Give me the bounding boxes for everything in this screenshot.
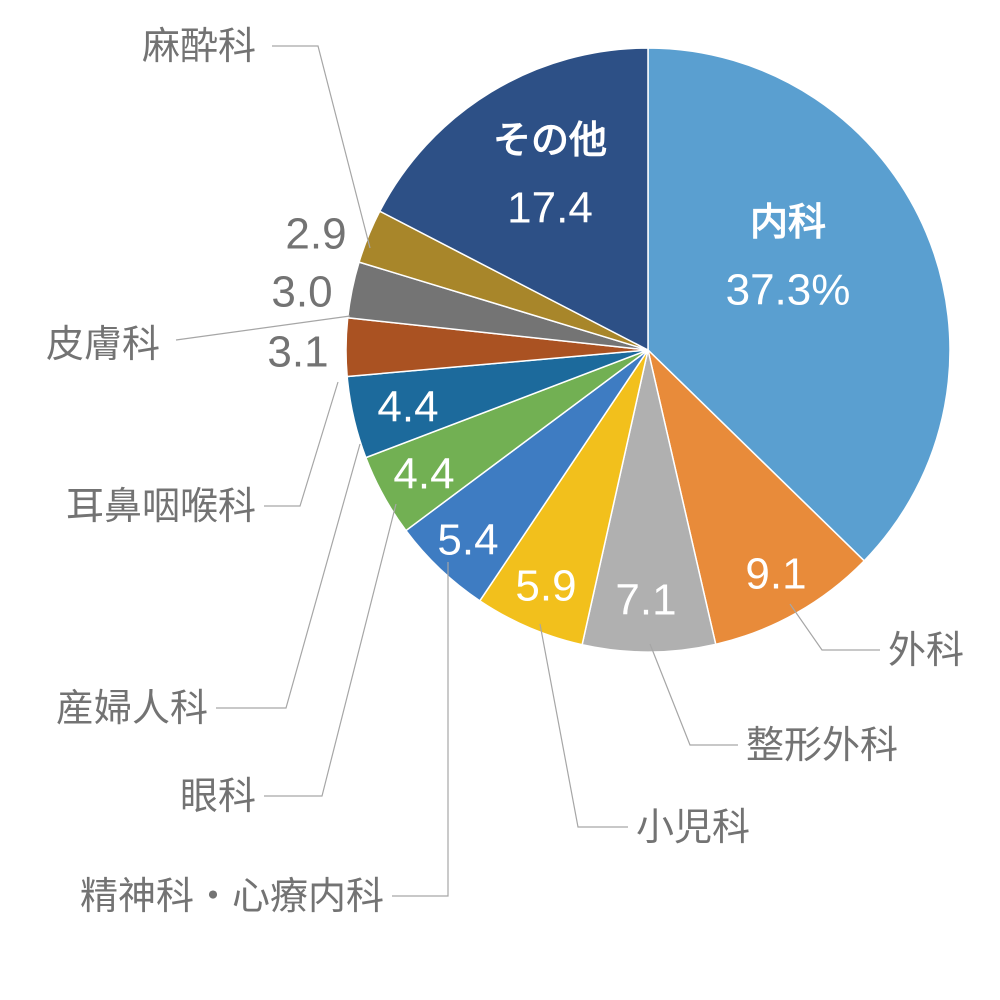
slice-1-leader-line <box>789 603 880 651</box>
slice-7-category-label: 耳鼻咽喉科 <box>66 484 256 528</box>
pie-labels: 内科 37.3% 9.1 外科 7.1 整形外科 5.9 小児科 5.4 精神科・心療内科 4.4 眼… <box>46 24 964 918</box>
slice-2-value-label: 7.1 <box>615 576 676 625</box>
slice-9-category-label: 麻酔科 <box>142 24 256 68</box>
slice-10-wedge <box>378 47 649 352</box>
slice-1-category-label: 外科 <box>888 628 964 672</box>
slice-10-category-label: その他 <box>493 118 607 162</box>
slice-2-leader-line <box>649 643 738 746</box>
slice-0-wedge <box>647 47 951 562</box>
slice-5-category-label: 眼科 <box>180 774 256 818</box>
slice-7-value-label: 3.1 <box>267 328 328 377</box>
slice-0-value-label: 37.3% <box>726 266 851 315</box>
leader-lines <box>175 45 880 897</box>
slice-6-value-label: 4.4 <box>377 383 438 432</box>
slice-10-value-label: 17.4 <box>507 184 593 233</box>
slice-2-category-label: 整形外科 <box>746 723 898 767</box>
slice-8-leader-line <box>175 315 351 341</box>
slice-6-category-label: 産婦人科 <box>56 686 208 730</box>
slice-5-leader-line <box>264 503 397 797</box>
slice-5-value-label: 4.4 <box>393 450 454 499</box>
slice-2-wedge <box>581 349 717 653</box>
slice-0-category-label: 内科 <box>750 200 826 244</box>
slice-7-leader-line <box>264 381 339 507</box>
slice-8-value-label: 3.0 <box>271 268 332 317</box>
slice-6-leader-line <box>216 443 361 709</box>
pie-slices <box>345 47 951 653</box>
slice-9-leader-line <box>272 45 371 249</box>
slice-1-value-label: 9.1 <box>745 550 806 599</box>
slice-9-value-label: 2.9 <box>285 210 346 259</box>
slice-4-leader-line <box>392 562 449 897</box>
slice-4-value-label: 5.4 <box>437 516 498 565</box>
slice-3-leader-line <box>539 623 628 828</box>
slice-4-category-label: 精神科・心療内科 <box>80 874 384 918</box>
slice-3-category-label: 小児科 <box>636 805 750 849</box>
slice-8-category-label: 皮膚科 <box>46 322 160 366</box>
slice-3-value-label: 5.9 <box>515 562 576 611</box>
